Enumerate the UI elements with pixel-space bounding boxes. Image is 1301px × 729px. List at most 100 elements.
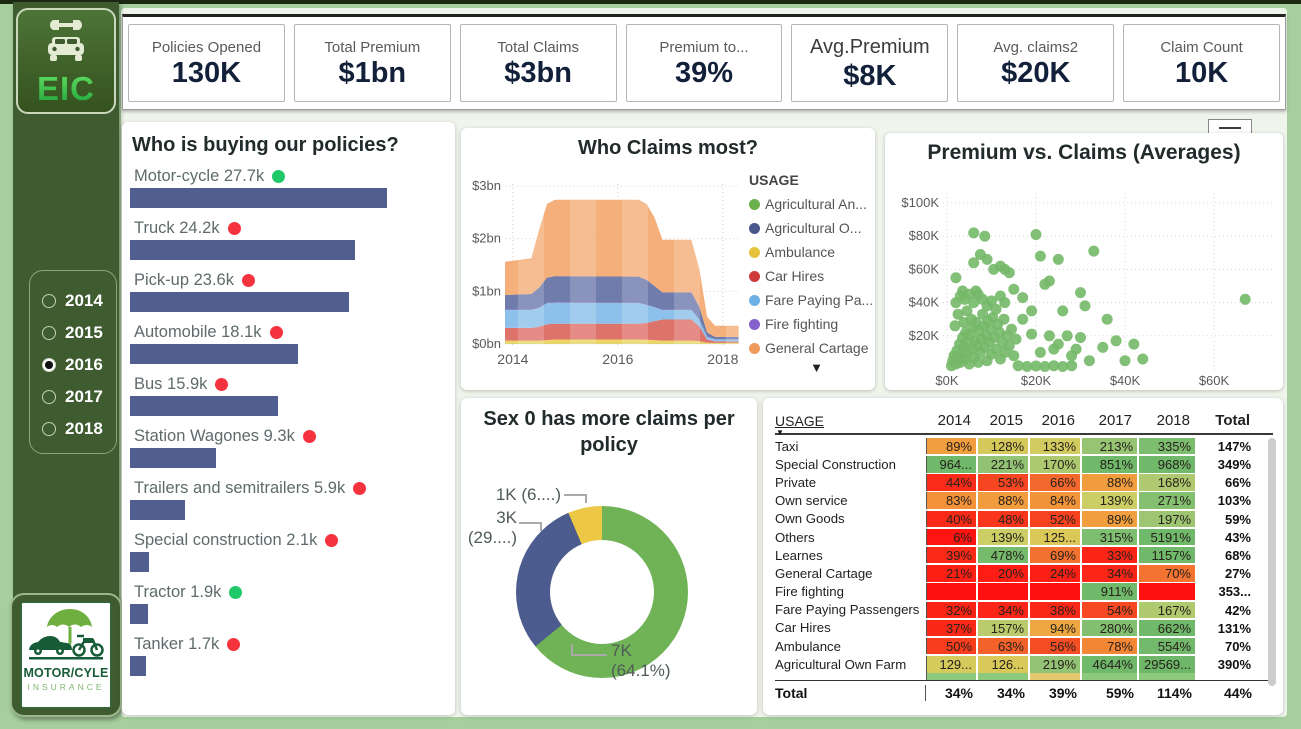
table-row[interactable]: Ambulance 50% 63% 56% 78% 554% 70% bbox=[775, 637, 1283, 655]
row-label: Special Construction bbox=[775, 456, 896, 472]
legend-item[interactable]: Ambulance bbox=[749, 240, 867, 264]
row-label: Fire fighting bbox=[775, 584, 844, 600]
table-cell: 554% bbox=[1139, 637, 1195, 655]
area-series-Ambulance[interactable] bbox=[505, 339, 739, 344]
bar-label-row: Station Wagones 9.3k bbox=[134, 425, 445, 448]
legend-item[interactable]: General Cartage bbox=[749, 336, 869, 360]
donut-chart[interactable] bbox=[516, 506, 688, 678]
row-label: Others bbox=[775, 529, 815, 545]
year-radio-2015[interactable] bbox=[42, 326, 56, 340]
usage-matrix-panel: USAGE ▼ 2014 2015 2016 2017 2018 Total Taxi 89% 1… bbox=[763, 398, 1283, 715]
red-status-dot bbox=[227, 638, 241, 651]
scatter-dot bbox=[1030, 360, 1042, 372]
table-cell: 40% bbox=[926, 510, 976, 528]
bar[interactable] bbox=[130, 344, 298, 364]
table-cell: 157% bbox=[978, 619, 1028, 637]
table-row[interactable]: Fare Paying Passengers 32% 34% 38% 54% 167% 42… bbox=[775, 601, 1283, 619]
table-row[interactable]: Agricultural Own Farm 129... 126... 219% 464… bbox=[775, 655, 1283, 673]
bar[interactable] bbox=[130, 500, 185, 520]
legend-swatch bbox=[749, 318, 760, 330]
year-option-2017[interactable]: 2017 bbox=[42, 381, 116, 413]
legend-scroll-down-icon[interactable]: ▼ bbox=[810, 360, 823, 375]
table-row[interactable]: Taxi 89% 128% 133% 213% 335% 147% bbox=[775, 437, 1283, 455]
red-status-dot bbox=[227, 222, 241, 235]
bar[interactable] bbox=[130, 656, 146, 676]
kpi-card[interactable]: Policies Opened 130K bbox=[128, 24, 285, 102]
year-radio-2014[interactable] bbox=[42, 294, 56, 308]
kpi-label: Total Premium bbox=[324, 38, 421, 56]
total-cell: 59% bbox=[1105, 684, 1134, 701]
scatter-dot bbox=[949, 320, 961, 332]
legend-item[interactable]: Agricultural An... bbox=[749, 192, 867, 216]
scatter-dot bbox=[1075, 287, 1086, 299]
kpi-card[interactable]: Claim Count 10K bbox=[1123, 24, 1281, 102]
bar[interactable] bbox=[130, 604, 148, 624]
area-series-Agricultural O...[interactable] bbox=[505, 276, 739, 340]
column-header-USAGE[interactable]: USAGE ▼ bbox=[775, 412, 825, 437]
table-cell: 170% bbox=[1030, 456, 1080, 473]
table-row[interactable]: Special Construction 964... 221% 170% 851% 96… bbox=[775, 455, 1283, 473]
table-row-partial[interactable] bbox=[775, 673, 1283, 681]
year-slicer: 2014 2015 2016 2017 2018 bbox=[29, 270, 117, 454]
table-row[interactable]: Private 44% 53% 66% 88% 168% 66% bbox=[775, 473, 1283, 491]
legend-item[interactable]: Fire fighting bbox=[749, 312, 867, 336]
table-cell: 5191% bbox=[1139, 528, 1195, 546]
year-radio-2017[interactable] bbox=[42, 390, 56, 404]
bar-category-label: Trailers and semitrailers 5.9k bbox=[134, 479, 346, 497]
table-row[interactable]: Others 6% 139% 125... 315% 5191% 43% bbox=[775, 528, 1283, 546]
bar-row: Tanker 1.7k bbox=[130, 633, 445, 676]
kpi-card[interactable]: Premium to... 39% bbox=[625, 24, 783, 102]
year-option-2014[interactable]: 2014 bbox=[42, 285, 116, 317]
green-status-dot bbox=[272, 170, 286, 183]
year-radio-2016[interactable] bbox=[42, 358, 56, 372]
area-series-General Cartage[interactable] bbox=[505, 199, 739, 337]
bar[interactable] bbox=[130, 292, 349, 312]
table-row[interactable]: Own Goods 40% 48% 52% 89% 197% 59% bbox=[775, 510, 1283, 528]
table-row[interactable]: Learnes 39% 478% 69% 33% 1157% 68% bbox=[775, 546, 1283, 564]
bar[interactable] bbox=[130, 552, 149, 572]
legend-item[interactable]: Car Hires bbox=[749, 264, 867, 288]
table-row[interactable]: Car Hires 37% 157% 94% 280% 662% 131% bbox=[775, 619, 1283, 637]
bar[interactable] bbox=[130, 188, 387, 208]
area-series-Car Hires[interactable] bbox=[505, 319, 739, 343]
area-series-Fare Paying Pa...[interactable] bbox=[505, 302, 739, 342]
kpi-card[interactable]: Total Premium $1bn bbox=[293, 24, 451, 102]
bar[interactable] bbox=[130, 396, 278, 416]
legend-label: Fire fighting bbox=[765, 316, 839, 332]
table-row[interactable]: Own service 83% 88% 84% 139% 271% 103% bbox=[775, 492, 1283, 510]
scatter-dot bbox=[1026, 305, 1038, 317]
year-option-2015[interactable]: 2015 bbox=[42, 317, 116, 349]
kpi-card[interactable]: Total Claims $3bn bbox=[459, 24, 617, 102]
year-option-2016[interactable]: 2016 bbox=[42, 349, 116, 381]
legend-item[interactable]: Fare Paying Pa... bbox=[749, 288, 873, 312]
kpi-label: Policies Opened bbox=[151, 38, 262, 56]
scatter-dot bbox=[1010, 333, 1022, 345]
bar-row: Trailers and semitrailers 5.9k bbox=[130, 477, 445, 520]
table-cell bbox=[926, 583, 976, 600]
year-option-2018[interactable]: 2018 bbox=[42, 413, 116, 445]
year-radio-2018[interactable] bbox=[42, 422, 56, 436]
scatter-dot bbox=[1048, 360, 1060, 372]
scatter-dot bbox=[1043, 330, 1055, 342]
table-scrollbar[interactable] bbox=[1268, 438, 1276, 686]
bar[interactable] bbox=[130, 240, 355, 260]
table-cell: 126... bbox=[978, 656, 1028, 673]
year-label: 2016 bbox=[65, 355, 103, 374]
bar-label-row: Automobile 18.1k bbox=[134, 321, 445, 344]
legend-item[interactable]: Agricultural O... bbox=[749, 216, 867, 240]
bar[interactable] bbox=[130, 448, 216, 468]
table-row[interactable]: Fire fighting 911% 353... bbox=[775, 583, 1283, 601]
table-cell: 83% bbox=[926, 492, 976, 509]
table-cell: 20% bbox=[978, 565, 1028, 582]
area-x-tick: 2018 bbox=[707, 351, 738, 367]
table-row[interactable]: General Cartage 21% 20% 24% 34% 70% 27% bbox=[775, 564, 1283, 582]
logo-title: MOTOR/CYLE bbox=[23, 666, 109, 680]
scatter-plot[interactable]: $100K $80K $60K $40K $20K $0K $20K $40K $60K bbox=[885, 169, 1281, 387]
kpi-card[interactable]: Avg. claims2 $20K bbox=[957, 24, 1115, 102]
row-total-cell: 27% bbox=[1224, 566, 1251, 582]
kpi-card[interactable]: Avg.Premium $8K bbox=[791, 24, 949, 102]
red-status-dot bbox=[215, 378, 229, 391]
column-header-2014: 2014 bbox=[937, 412, 971, 429]
table-cell: 964... bbox=[926, 456, 976, 473]
